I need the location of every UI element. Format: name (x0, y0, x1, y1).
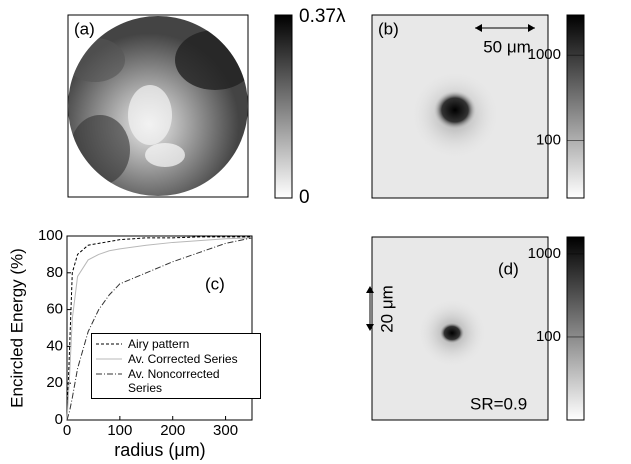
legend-item: Airy pattern (96, 337, 256, 351)
y-tick-label: 80 (46, 264, 63, 281)
colorbar-tick-label: 1000 (528, 245, 561, 262)
y-tick-label: 60 (46, 301, 63, 318)
legend-label: Airy pattern (128, 337, 190, 351)
panel-label: (a) (74, 19, 95, 38)
colorbar (274, 14, 293, 199)
legend-label: Av. Noncorrected Series (128, 367, 220, 395)
legend-swatch (96, 358, 122, 360)
line (66, 237, 253, 421)
panel-label: (c) (205, 274, 225, 293)
line (66, 236, 252, 421)
y-tick-label: 100 (38, 227, 63, 244)
y-tick-label: 40 (46, 337, 63, 354)
legend-item: Av. Noncorrected Series (96, 367, 256, 395)
y-tick-label: 20 (46, 374, 63, 391)
scale-label: 50 μm (483, 37, 531, 56)
colorbar-tick-label: 100 (536, 328, 561, 345)
y-axis-label: Encircled Energy (%) (7, 248, 26, 408)
legend-swatch (96, 343, 122, 345)
annotation: SR=0.9 (470, 394, 527, 413)
panel-label: (d) (498, 259, 519, 278)
legend-label: Av. Corrected Series (128, 352, 238, 366)
x-axis-label: radius (μm) (114, 440, 205, 460)
psf-core (439, 322, 465, 344)
arrow-head (475, 24, 535, 32)
line (66, 237, 253, 421)
y-tick-label: 0 (55, 411, 63, 428)
plot-frame (66, 235, 253, 421)
colorbar-tick-label: 100 (536, 131, 561, 148)
x-tick-label: 100 (107, 422, 132, 439)
x-tick-label: 200 (160, 422, 185, 439)
colorbar (566, 14, 585, 199)
colorbar-tick-label: 0 (299, 187, 310, 208)
colorbar (566, 236, 585, 421)
legend: Airy pattern Av. Corrected Series Av. Nonc… (91, 333, 261, 399)
colorbar-tick-label: 0.37λ (299, 6, 346, 27)
legend-swatch (96, 373, 122, 375)
x-tick-label: 0 (63, 422, 71, 439)
x-tick-label: 300 (213, 422, 238, 439)
scale-label: 20 μm (377, 285, 396, 333)
legend-item: Av. Corrected Series (96, 352, 256, 366)
colorbar-tick-label: 1000 (528, 46, 561, 63)
panel-label: (b) (378, 19, 399, 38)
psf-core (433, 90, 477, 130)
